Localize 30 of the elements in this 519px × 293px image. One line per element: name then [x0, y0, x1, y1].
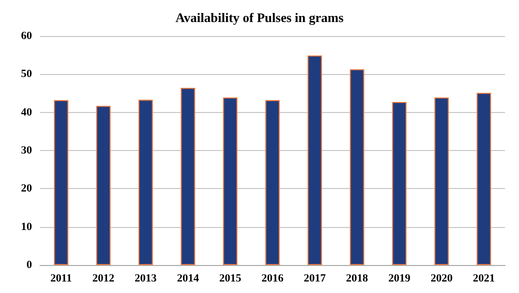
y-tick-label: 0 [26, 259, 32, 271]
bar [138, 100, 153, 265]
x-tick-label: 2015 [219, 272, 242, 284]
bar [180, 88, 196, 265]
bar [54, 100, 68, 265]
bar [434, 97, 449, 265]
x-tick-label: 2019 [388, 272, 411, 284]
x-tick-label: 2014 [176, 272, 200, 284]
x-tick-label: 2018 [346, 272, 369, 284]
y-tick-label: 30 [21, 144, 32, 156]
x-tick-label: 2011 [50, 272, 72, 284]
x-tick-label: 2012 [92, 272, 115, 284]
y-tick-label: 10 [21, 220, 32, 233]
chart-title: Availability of Pulses in grams [175, 10, 344, 25]
y-tick-label: 20 [21, 182, 32, 195]
bar [350, 69, 364, 265]
x-tick-label: 2016 [262, 272, 284, 284]
x-tick-label: 2017 [304, 272, 326, 284]
bar [223, 97, 238, 265]
x-tick-label: 2020 [430, 272, 454, 284]
y-tick-label: 40 [21, 106, 32, 118]
bar [476, 92, 492, 265]
x-tick-label: 2013 [134, 272, 158, 284]
y-tick-label: 60 [21, 30, 32, 42]
bar [265, 100, 280, 265]
bar [96, 106, 111, 265]
x-tick-label: 2021 [472, 272, 495, 284]
bar [308, 55, 322, 265]
y-tick-label: 50 [21, 68, 32, 80]
bar [392, 102, 407, 265]
